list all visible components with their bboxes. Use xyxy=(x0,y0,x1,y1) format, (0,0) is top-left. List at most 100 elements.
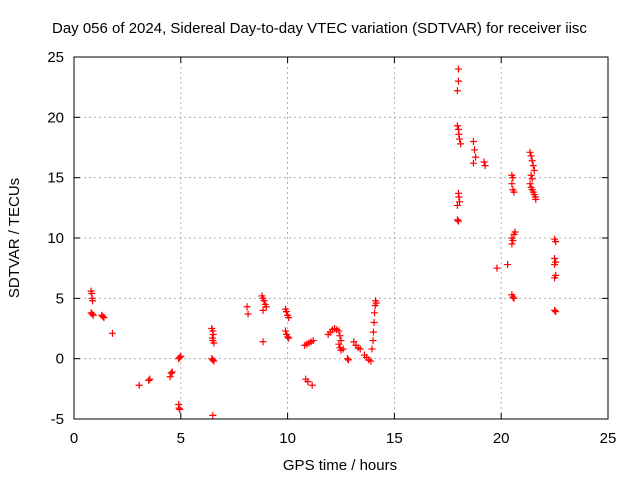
data-point-marker xyxy=(480,158,488,166)
y-tick-label: 0 xyxy=(56,351,64,368)
data-point-marker xyxy=(551,255,559,263)
data-point-marker xyxy=(168,368,176,376)
data-point-marker xyxy=(175,404,183,412)
data-point-marker xyxy=(304,378,312,386)
data-point-marker xyxy=(508,180,516,188)
data-point-marker xyxy=(472,153,480,161)
data-point-marker xyxy=(210,357,218,365)
data-point-marker xyxy=(457,140,465,148)
data-point-marker xyxy=(508,240,516,248)
data-point-marker xyxy=(493,264,501,272)
data-point-marker xyxy=(177,352,185,360)
data-point-marker xyxy=(530,166,538,174)
x-tick-label: 5 xyxy=(177,430,185,447)
data-point-marker xyxy=(88,310,96,318)
data-point-marker xyxy=(176,353,184,361)
data-point-marker xyxy=(356,345,364,353)
data-point-marker xyxy=(456,135,464,143)
data-point-marker xyxy=(453,87,461,95)
data-point-marker xyxy=(108,329,116,337)
data-point-marker xyxy=(504,261,512,269)
data-point-marker xyxy=(469,159,477,167)
data-point-marker xyxy=(368,345,376,353)
axis-ticks: 0 5 10 15 20 25 -5 0 5 10 15 20 25 xyxy=(47,49,616,447)
data-point-marker xyxy=(350,338,358,346)
data-point-marker xyxy=(369,337,377,345)
data-point-marker xyxy=(335,340,343,348)
data-point-marker xyxy=(100,314,108,322)
data-point-marker xyxy=(336,332,344,340)
data-point-marker xyxy=(471,146,478,154)
data-point-marker xyxy=(509,293,517,301)
data-point-marker xyxy=(209,331,217,339)
data-point-marker xyxy=(469,137,477,145)
data-points xyxy=(87,65,560,419)
data-point-marker xyxy=(453,216,461,224)
data-point-marker xyxy=(260,297,268,305)
data-point-marker xyxy=(509,236,517,244)
data-point-marker xyxy=(210,339,218,347)
data-point-marker xyxy=(262,303,270,311)
data-point-marker xyxy=(532,195,540,203)
data-point-marker xyxy=(510,294,518,302)
data-point-marker xyxy=(285,334,293,342)
data-point-marker xyxy=(455,130,463,138)
data-point-marker xyxy=(454,65,462,73)
data-point-marker xyxy=(453,201,461,209)
x-tick-label: 20 xyxy=(493,430,510,447)
data-point-marker xyxy=(284,333,292,341)
x-tick-label: 10 xyxy=(279,430,296,447)
data-point-marker xyxy=(308,381,316,389)
y-tick-label: 25 xyxy=(47,49,64,66)
data-point-marker xyxy=(167,369,175,377)
data-point-marker xyxy=(372,299,380,307)
data-point-marker xyxy=(526,148,534,156)
data-point-marker xyxy=(283,308,291,316)
data-point-marker xyxy=(209,356,217,364)
data-point-marker xyxy=(456,198,464,206)
data-point-marker xyxy=(529,162,537,170)
data-point-marker xyxy=(370,318,378,326)
grid-lines xyxy=(74,57,608,419)
y-axis-label: SDTVAR / TECUs xyxy=(6,178,23,298)
data-point-marker xyxy=(552,238,560,246)
data-point-marker xyxy=(343,355,351,363)
data-point-marker xyxy=(528,157,536,165)
data-point-marker xyxy=(454,217,462,225)
data-point-marker xyxy=(335,327,343,335)
data-point-marker xyxy=(454,77,462,85)
data-point-marker xyxy=(455,193,463,201)
data-point-marker xyxy=(209,411,217,419)
data-point-marker xyxy=(453,122,461,130)
data-point-marker xyxy=(552,308,560,316)
y-tick-label: 10 xyxy=(47,230,64,247)
data-point-marker xyxy=(509,174,517,182)
data-point-marker xyxy=(135,381,143,389)
y-tick-label: 5 xyxy=(56,290,64,307)
data-point-marker xyxy=(551,261,559,269)
data-point-marker xyxy=(259,306,267,314)
chart-title: Day 056 of 2024, Sidereal Day-to-day VTE… xyxy=(52,20,587,37)
data-point-marker xyxy=(527,152,535,160)
y-tick-label: -5 xyxy=(51,411,64,428)
data-point-marker xyxy=(285,314,293,322)
x-tick-label: 15 xyxy=(386,430,403,447)
data-point-marker xyxy=(526,180,534,188)
y-tick-label: 15 xyxy=(47,170,64,187)
data-point-marker xyxy=(511,228,519,236)
data-point-marker xyxy=(243,303,251,311)
data-point-marker xyxy=(527,171,535,179)
data-point-marker xyxy=(176,405,184,413)
x-tick-label: 0 xyxy=(70,430,78,447)
x-axis-label: GPS time / hours xyxy=(283,457,397,474)
y-tick-label: 20 xyxy=(47,109,64,126)
data-point-marker xyxy=(166,373,174,381)
data-point-marker xyxy=(99,312,107,320)
x-tick-label: 25 xyxy=(600,430,617,447)
data-point-marker xyxy=(337,337,345,345)
data-point-marker xyxy=(339,345,347,353)
plot-area-border xyxy=(73,56,609,420)
data-point-marker xyxy=(259,338,267,346)
data-point-marker xyxy=(528,175,536,183)
